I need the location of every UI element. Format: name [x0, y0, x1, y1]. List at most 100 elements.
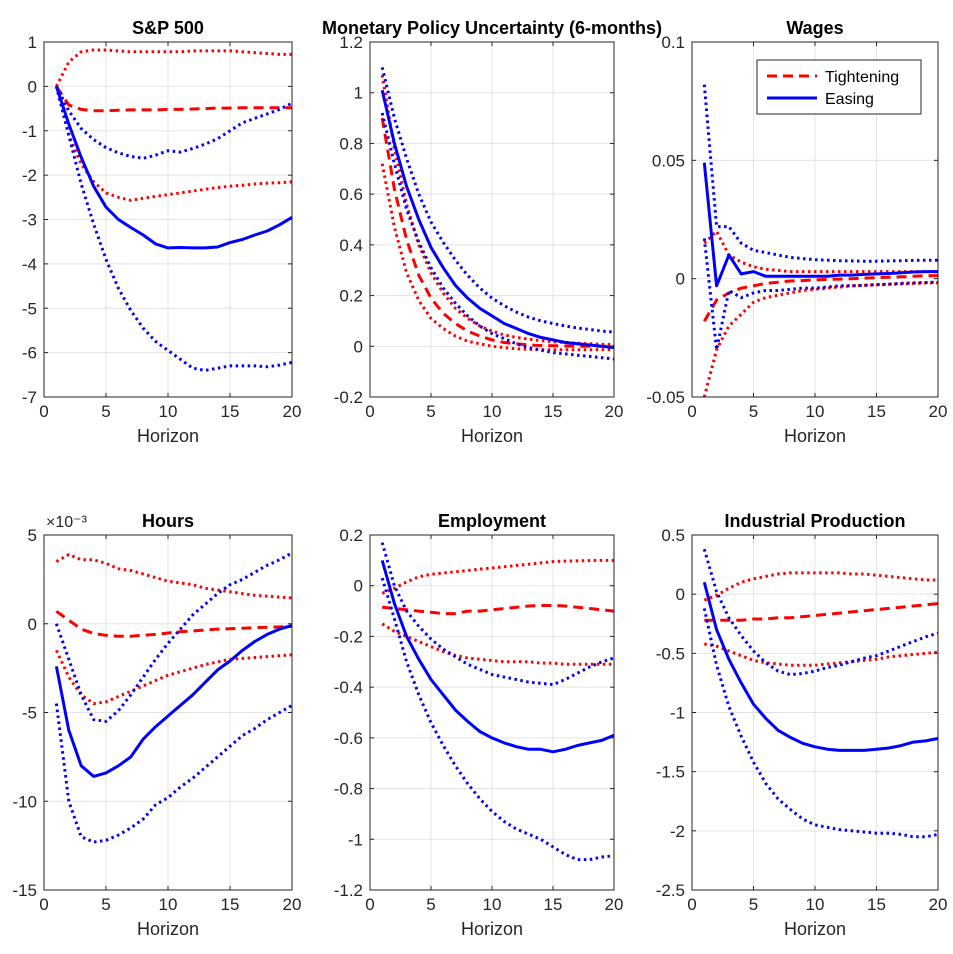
series-line-tightening-dashed-0 — [382, 604, 615, 616]
y-tick-label: -0.4 — [334, 678, 363, 697]
chart-panel-4: 0 5 10 15 20 5 0 -5 -10 -15 Horizon Hours ×10⁻³ — [12, 511, 301, 939]
chart-title: Monetary Policy Uncertainty (6-months) — [322, 18, 662, 38]
y-tick-label: 0 — [28, 615, 37, 634]
series-line-tightening-dotted-2 — [704, 642, 939, 667]
series-line-easing-solid-3 — [380, 559, 615, 754]
y-tick-label: 1 — [28, 33, 37, 52]
y-tick-label: -5 — [22, 704, 37, 723]
y-tick-label: -0.5 — [656, 644, 685, 663]
y-tick-label: 0 — [28, 77, 37, 96]
y-tick-label: -1 — [22, 122, 37, 141]
y-tick-label: -2 — [22, 166, 37, 185]
series-line-easing-solid-3 — [380, 89, 615, 350]
y-tick-label: 0.1 — [661, 33, 685, 52]
y-tick-label: -2.5 — [656, 881, 685, 900]
x-tick-label: 20 — [605, 895, 624, 914]
series-line-easing-dotted-5 — [702, 608, 939, 839]
x-axis-label: Horizon — [784, 426, 846, 446]
y-tick-label: 0 — [354, 337, 363, 356]
x-tick-label: 15 — [221, 402, 240, 421]
x-tick-label: 10 — [483, 895, 502, 914]
x-tick-label: 15 — [221, 895, 240, 914]
y-tick-label: -5 — [22, 299, 37, 318]
y-tick-label: -6 — [22, 344, 37, 363]
chart-title: Wages — [786, 18, 843, 38]
series-line-easing-dotted-5 — [54, 703, 293, 844]
x-tick-label: 0 — [687, 402, 696, 421]
y-tick-label: -0.2 — [334, 388, 363, 407]
x-axis-label: Horizon — [137, 919, 199, 939]
y-tick-label: 5 — [28, 526, 37, 545]
series-line-easing-dotted-4 — [702, 84, 938, 263]
series-line-easing-dotted-4 — [380, 67, 615, 334]
chart-title: Hours — [142, 511, 194, 531]
series-line-easing-dotted-4 — [55, 85, 293, 160]
y-tick-label: -15 — [12, 881, 37, 900]
x-axis-label: Horizon — [461, 919, 523, 939]
legend-label-tightening: Tightening — [825, 69, 899, 86]
x-tick-label: 20 — [283, 895, 302, 914]
chart-panel-6: 0 5 10 15 20 0.5 0 -0.5 -1 -1.5 -2 -2.5 Horizon Indus… — [656, 511, 948, 939]
y-tick-label: 1.2 — [339, 33, 363, 52]
series-line-easing-solid-3 — [702, 162, 938, 288]
y-tick-label: 0.05 — [652, 151, 685, 170]
y-tick-label: -7 — [22, 388, 37, 407]
series-group — [54, 48, 293, 372]
axis-exponent-label: ×10⁻³ — [46, 514, 88, 531]
chart-title: S&P 500 — [132, 18, 204, 38]
series-line-tightening-dotted-2 — [380, 163, 614, 352]
series-line-tightening-dashed-0 — [704, 602, 939, 622]
y-tick-label: -0.2 — [334, 627, 363, 646]
y-tick-label: -3 — [22, 211, 37, 230]
series-line-easing-solid-3 — [702, 581, 939, 752]
x-tick-label: 5 — [426, 402, 435, 421]
y-tick-label: -2 — [670, 822, 685, 841]
x-tick-label: 10 — [159, 402, 178, 421]
x-tick-label: 0 — [365, 895, 374, 914]
series-line-tightening-dotted-2 — [55, 649, 293, 706]
x-axis-label: Horizon — [137, 426, 199, 446]
x-tick-label: 10 — [159, 895, 178, 914]
x-tick-label: 5 — [749, 402, 758, 421]
y-tick-label: 0 — [676, 270, 685, 289]
tick-marks — [369, 41, 615, 398]
y-tick-label: -1.5 — [656, 763, 685, 782]
y-tick-label: -1.2 — [334, 881, 363, 900]
series-group — [380, 67, 615, 361]
y-tick-label: 1 — [354, 84, 363, 103]
series-group — [702, 548, 939, 839]
x-tick-label: 15 — [867, 895, 886, 914]
chart-panel-2: 0 5 10 15 201.210.80.60.40.20-0.2HorizonMone… — [322, 18, 662, 446]
x-tick-label: 20 — [929, 895, 948, 914]
tick-marks — [691, 534, 939, 891]
y-tick-label: 0.5 — [661, 526, 685, 545]
x-tick-label: 15 — [867, 402, 886, 421]
series-line-tightening-dashed-0 — [55, 85, 292, 113]
x-tick-label: 20 — [283, 402, 302, 421]
series-line-easing-dotted-4 — [380, 542, 615, 687]
series-line-easing-dotted-5 — [380, 577, 615, 862]
series-line-tightening-dashed-0 — [703, 274, 939, 323]
x-tick-label: 0 — [365, 402, 374, 421]
x-tick-label: 5 — [101, 895, 110, 914]
tick-marks — [43, 534, 293, 891]
x-axis-label: Horizon — [784, 919, 846, 939]
x-tick-label: 20 — [929, 402, 948, 421]
x-tick-label: 20 — [605, 402, 624, 421]
y-tick-label: 0 — [354, 577, 363, 596]
series-line-easing-dotted-4 — [702, 548, 939, 677]
x-tick-label: 10 — [806, 402, 825, 421]
series-line-easing-solid-3 — [54, 624, 293, 778]
legend-label-easing: Easing — [825, 91, 874, 108]
series-line-tightening-dotted-1 — [381, 558, 614, 595]
y-tick-label: -1 — [348, 830, 363, 849]
y-tick-label: 0.8 — [339, 134, 363, 153]
series-line-tightening-dotted-2 — [381, 622, 614, 666]
y-tick-label: 0.6 — [339, 185, 363, 204]
y-tick-label: 0.2 — [339, 526, 363, 545]
legend-box — [756, 59, 922, 115]
y-tick-label: -1 — [670, 704, 685, 723]
